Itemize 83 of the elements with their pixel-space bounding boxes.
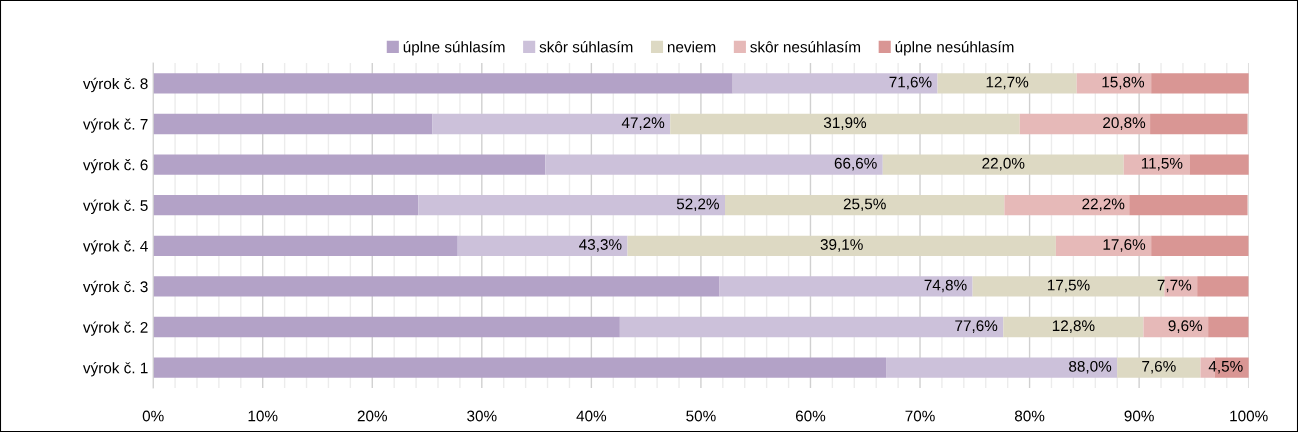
annotation: 43,3% bbox=[579, 239, 622, 252]
data-label: 17,5% bbox=[1047, 279, 1090, 293]
bar bbox=[1003, 316, 1144, 338]
x-tick-label: 0% bbox=[142, 410, 164, 422]
bar bbox=[1189, 154, 1249, 175]
bar bbox=[619, 316, 1004, 338]
y-tick-label: výrok č. 4 bbox=[82, 240, 148, 255]
legend-label: skôr nesúhlasím bbox=[750, 41, 861, 53]
y-tick-label: výrok č. 7 bbox=[82, 118, 148, 133]
annotation: 66,6% bbox=[834, 157, 877, 171]
bar bbox=[882, 154, 1124, 175]
bar bbox=[1129, 195, 1248, 216]
bar bbox=[1004, 195, 1130, 216]
annotation: 20,8% bbox=[1103, 117, 1146, 130]
bar bbox=[1076, 73, 1152, 94]
bar bbox=[153, 316, 620, 338]
annotation: 71,6% bbox=[889, 76, 932, 90]
annotation: 22,2% bbox=[1082, 198, 1125, 212]
bar bbox=[670, 113, 1020, 135]
y-tick-label: výrok č. 1 bbox=[82, 362, 148, 377]
annotation: 47,2% bbox=[621, 117, 665, 130]
annotation: 15,8% bbox=[1102, 76, 1145, 90]
bar bbox=[153, 113, 433, 135]
y-tick-label: výrok č. 3 bbox=[82, 280, 148, 296]
legend-label: úplne súhlasím bbox=[403, 41, 505, 56]
annotation: 17,6% bbox=[1103, 239, 1146, 252]
annotation: 77,6% bbox=[955, 320, 998, 333]
bar bbox=[153, 73, 733, 94]
bar bbox=[1151, 235, 1249, 256]
legend-label: úplne nesúhlasím bbox=[895, 41, 1014, 56]
bar bbox=[418, 195, 726, 216]
y-tick-label: výrok č. 5 bbox=[82, 199, 148, 214]
bar bbox=[732, 73, 938, 94]
legend-label: neviem bbox=[667, 41, 716, 53]
x-tick-label: 40% bbox=[576, 410, 607, 422]
x-tick-label: 70% bbox=[905, 410, 935, 422]
x-tick-label: 80% bbox=[1014, 410, 1045, 422]
x-tick-label: 60% bbox=[795, 410, 826, 422]
bar bbox=[153, 276, 720, 297]
bar bbox=[627, 235, 1056, 256]
y-tick-label: výrok č. 2 bbox=[82, 321, 148, 336]
bar bbox=[725, 195, 1005, 216]
annotation: 4,5% bbox=[1208, 360, 1243, 374]
x-tick-label: 90% bbox=[1124, 410, 1154, 422]
annotation: 74,8% bbox=[924, 279, 967, 293]
bar bbox=[1208, 316, 1249, 338]
bar bbox=[1117, 357, 1201, 378]
bar bbox=[1197, 276, 1249, 297]
bar bbox=[153, 235, 458, 256]
x-tick-label: 50% bbox=[686, 410, 716, 422]
annotation: 52,2% bbox=[676, 198, 719, 212]
bar bbox=[937, 73, 1077, 94]
bar bbox=[153, 357, 887, 378]
x-tick-label: 20% bbox=[357, 410, 388, 422]
bar bbox=[153, 195, 419, 216]
data-label: 39,1% bbox=[820, 239, 863, 252]
bar bbox=[545, 154, 883, 175]
bar bbox=[457, 235, 628, 256]
x-tick-label: 30% bbox=[467, 410, 497, 422]
bar bbox=[1055, 235, 1152, 256]
data-label: 12,7% bbox=[986, 76, 1029, 90]
data-label: 22,0% bbox=[982, 157, 1025, 171]
annotation: 7,7% bbox=[1157, 279, 1192, 293]
annotation: 11,5% bbox=[1141, 157, 1183, 171]
bar bbox=[153, 154, 546, 175]
bar bbox=[432, 113, 671, 135]
bar bbox=[1151, 73, 1249, 94]
data-label: 31,9% bbox=[823, 117, 867, 130]
bar bbox=[1123, 154, 1190, 175]
bar bbox=[719, 276, 973, 297]
x-tick-label: 10% bbox=[248, 410, 278, 422]
bar bbox=[886, 357, 1118, 378]
y-tick-label: výrok č. 8 bbox=[82, 77, 148, 93]
y-tick-label: výrok č. 6 bbox=[82, 158, 148, 174]
bar bbox=[1150, 113, 1248, 135]
data-label: 12,8% bbox=[1052, 320, 1095, 333]
bar bbox=[1019, 113, 1151, 135]
annotation: 88,0% bbox=[1069, 360, 1112, 374]
data-label: 25,5% bbox=[843, 198, 886, 212]
legend-label: skôr súhlasím bbox=[539, 41, 633, 53]
data-label: 7,6% bbox=[1142, 360, 1176, 374]
annotation: 9,6% bbox=[1168, 320, 1203, 333]
x-tick-label: 100% bbox=[1230, 410, 1268, 422]
